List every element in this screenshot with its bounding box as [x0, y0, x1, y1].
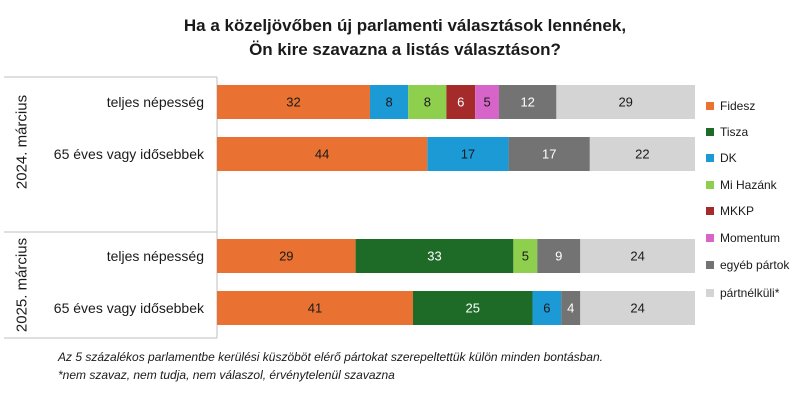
bar-segment: [446, 85, 476, 119]
legend-swatch: [706, 128, 714, 136]
bar-segment: [412, 291, 533, 325]
legend-swatch: [706, 261, 714, 269]
bar-segment: [556, 85, 695, 119]
bar-segment: [427, 137, 509, 171]
bar-segment: [217, 137, 428, 171]
title-line-1: Ha a közeljövőben új parlamenti választá…: [183, 16, 627, 35]
data-label: 32: [286, 95, 300, 110]
legend-label: pártnélküli*: [720, 286, 780, 300]
bar-segment: [580, 239, 695, 273]
bar-segment: [369, 85, 409, 119]
data-label: 24: [630, 249, 644, 264]
group-label: 2025. március: [14, 238, 31, 332]
legend-swatch: [706, 207, 714, 215]
legend-item: egyéb pártok: [706, 257, 789, 273]
legend-swatch: [706, 181, 714, 189]
legend-swatch: [706, 289, 714, 297]
data-label: 44: [315, 147, 329, 162]
data-label: 17: [461, 147, 475, 162]
legend-label: Tisza: [720, 125, 749, 139]
legend-swatch: [706, 102, 714, 110]
bar-segment: [355, 239, 514, 273]
legend-swatch: [706, 234, 714, 242]
bar-segment: [408, 85, 447, 119]
data-label: 33: [427, 249, 441, 264]
data-label: 29: [618, 95, 632, 110]
legend-label: MKKP: [720, 204, 755, 218]
data-label: 12: [520, 95, 534, 110]
row-label: teljes népesség: [107, 94, 204, 110]
data-label: 9: [555, 249, 562, 264]
data-label: 29: [279, 249, 293, 264]
data-label: 8: [385, 95, 392, 110]
row-label: teljes népesség: [107, 248, 204, 264]
bar-segment: [580, 291, 695, 325]
bar-segment: [589, 137, 695, 171]
legend-label: Fidesz: [720, 99, 756, 113]
title-line-2: Ön kire szavazna a listás választáson?: [249, 40, 561, 59]
legend-label: Mi Hazánk: [720, 178, 777, 192]
legend-label: DK: [720, 151, 737, 165]
bar-segment: [217, 85, 370, 119]
bar-segment: [475, 85, 500, 119]
data-label: 22: [635, 147, 649, 162]
bar-segment: [499, 85, 557, 119]
legend-label: egyéb pártok: [720, 258, 790, 272]
data-label: 4: [567, 301, 574, 316]
footnote-threshold: Az 5 százalékos parlamentbe kerülési küs…: [58, 350, 603, 364]
legend-label: Momentum: [720, 231, 781, 245]
data-label: 41: [308, 301, 322, 316]
data-label: 5: [483, 95, 490, 110]
data-label: 24: [630, 301, 644, 316]
bar-segment: [537, 239, 581, 273]
legend-item: Mi Hazánk: [706, 177, 777, 193]
legend-item: Tisza: [706, 124, 748, 140]
bar-segment: [508, 137, 590, 171]
row-label: 65 éves vagy idősebbek: [54, 146, 205, 162]
legend-item: Momentum: [706, 230, 780, 246]
bar-segment: [561, 291, 581, 325]
row-label: 65 éves vagy idősebbek: [54, 300, 205, 316]
legend-item: DK: [706, 150, 737, 166]
legend-item: Fidesz: [706, 98, 755, 114]
bar-segment: [217, 239, 356, 273]
data-label: 25: [465, 301, 479, 316]
data-label: 6: [543, 301, 550, 316]
legend-item: MKKP: [706, 203, 754, 219]
legend-swatch: [706, 154, 714, 162]
bar-segment: [513, 239, 538, 273]
data-label: 5: [522, 249, 529, 264]
legend-item: pártnélküli*: [706, 285, 779, 301]
bar-segment: [217, 291, 413, 325]
data-label: 8: [424, 95, 431, 110]
chart-title: Ha a közeljövőben új parlamenti választá…: [0, 14, 810, 62]
data-label: 6: [457, 95, 464, 110]
bar-segment: [532, 291, 562, 325]
group-label: 2024. március: [14, 95, 31, 189]
data-label: 17: [542, 147, 556, 162]
footnote-nonparty: *nem szavaz, nem tudja, nem válaszol, ér…: [58, 368, 395, 382]
